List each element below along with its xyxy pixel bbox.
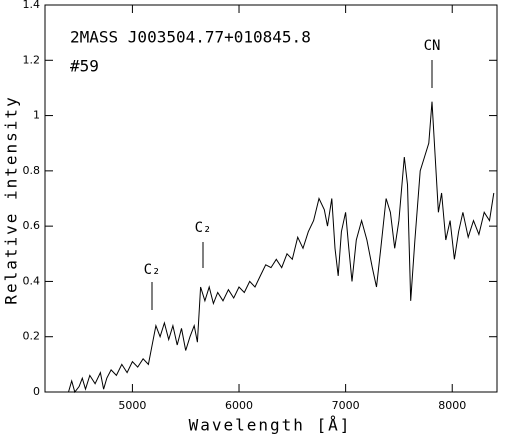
y-tick-label: 1.2 bbox=[23, 53, 41, 66]
chart-title: 2MASS J003504.77+010845.8 bbox=[70, 28, 311, 47]
y-tick-label: 0.4 bbox=[23, 274, 41, 287]
y-tick-label: 0.2 bbox=[23, 330, 41, 343]
y-axis-label: Relative intensity bbox=[2, 95, 21, 304]
annotation: C₂ bbox=[195, 220, 212, 236]
x-tick-label: 5000 bbox=[118, 399, 146, 412]
plot-frame bbox=[44, 4, 498, 393]
x-tick-label: 7000 bbox=[332, 399, 360, 412]
y-tick-label: 1 bbox=[33, 109, 40, 122]
y-tick-label: 0.6 bbox=[23, 219, 41, 232]
annotation: CN bbox=[424, 38, 441, 54]
x-tick-label: 8000 bbox=[438, 399, 466, 412]
x-axis-label: Wavelength [Å] bbox=[189, 416, 352, 435]
annotation: C₂ bbox=[144, 262, 161, 278]
spectrum-line bbox=[68, 101, 495, 394]
y-tick-label: 0.8 bbox=[23, 164, 41, 177]
y-tick-label: 0 bbox=[33, 385, 40, 398]
chart-subtitle: #59 bbox=[70, 57, 99, 76]
x-tick-label: 6000 bbox=[225, 399, 253, 412]
y-tick-label: 1.4 bbox=[23, 0, 41, 11]
